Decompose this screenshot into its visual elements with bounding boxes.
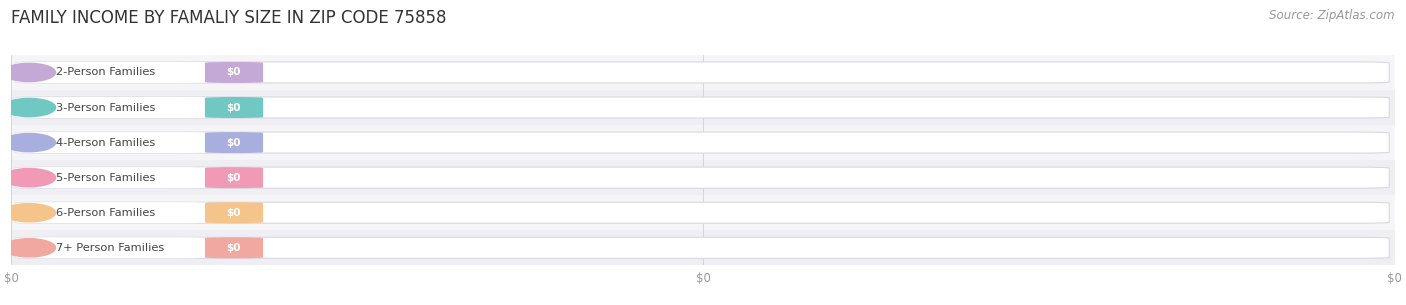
FancyBboxPatch shape — [15, 202, 209, 223]
FancyBboxPatch shape — [205, 202, 263, 223]
Bar — [11, 230, 1395, 265]
Text: $0: $0 — [226, 173, 242, 183]
Text: Source: ZipAtlas.com: Source: ZipAtlas.com — [1270, 9, 1395, 22]
Ellipse shape — [3, 169, 55, 187]
Bar — [11, 90, 1395, 125]
Text: 7+ Person Families: 7+ Person Families — [55, 243, 163, 253]
Text: FAMILY INCOME BY FAMALIY SIZE IN ZIP CODE 75858: FAMILY INCOME BY FAMALIY SIZE IN ZIP COD… — [11, 9, 447, 27]
Bar — [11, 160, 1395, 195]
FancyBboxPatch shape — [15, 167, 209, 188]
Text: $0: $0 — [226, 243, 242, 253]
FancyBboxPatch shape — [15, 167, 1389, 188]
Ellipse shape — [3, 63, 55, 81]
Text: 4-Person Families: 4-Person Families — [55, 138, 155, 148]
FancyBboxPatch shape — [205, 167, 263, 188]
FancyBboxPatch shape — [15, 237, 1389, 258]
Text: $0: $0 — [226, 138, 242, 148]
FancyBboxPatch shape — [15, 97, 1389, 118]
FancyBboxPatch shape — [205, 62, 263, 83]
Text: 2-Person Families: 2-Person Families — [55, 67, 155, 77]
FancyBboxPatch shape — [15, 132, 1389, 153]
Bar — [11, 55, 1395, 90]
FancyBboxPatch shape — [15, 97, 209, 118]
Text: 3-Person Families: 3-Person Families — [55, 102, 155, 113]
FancyBboxPatch shape — [15, 62, 209, 83]
Ellipse shape — [3, 239, 55, 257]
Text: $0: $0 — [226, 67, 242, 77]
FancyBboxPatch shape — [205, 132, 263, 153]
Ellipse shape — [3, 204, 55, 222]
FancyBboxPatch shape — [15, 202, 1389, 223]
FancyBboxPatch shape — [15, 62, 1389, 83]
Ellipse shape — [3, 134, 55, 152]
Bar — [11, 125, 1395, 160]
Bar — [11, 195, 1395, 230]
Text: $0: $0 — [226, 102, 242, 113]
Text: 6-Person Families: 6-Person Families — [55, 208, 155, 218]
FancyBboxPatch shape — [205, 237, 263, 258]
Text: 5-Person Families: 5-Person Families — [55, 173, 155, 183]
FancyBboxPatch shape — [205, 97, 263, 118]
Ellipse shape — [3, 99, 55, 117]
Text: $0: $0 — [226, 208, 242, 218]
FancyBboxPatch shape — [15, 132, 209, 153]
FancyBboxPatch shape — [15, 237, 209, 258]
